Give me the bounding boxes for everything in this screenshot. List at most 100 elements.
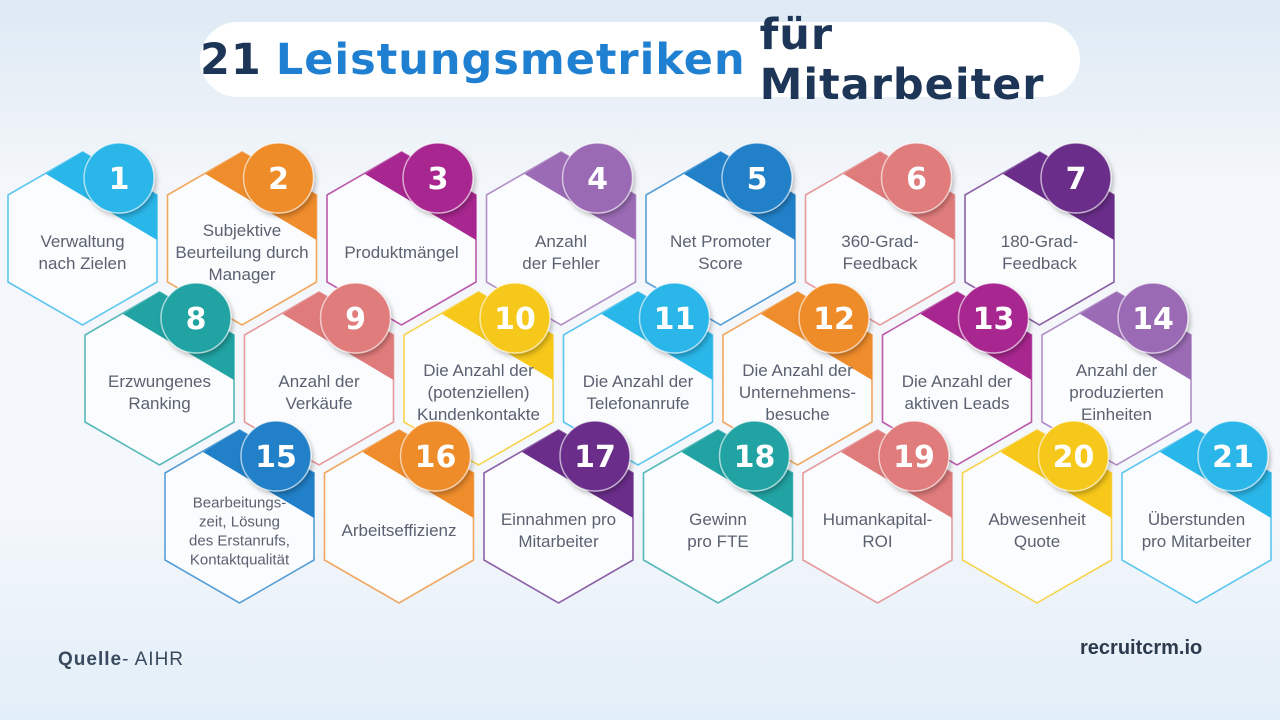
metric-number: 6: [906, 162, 927, 197]
metric-label-line: Gewinn: [689, 510, 747, 529]
metric-label-line: Subjektive: [203, 221, 281, 240]
metric-number: 1: [109, 162, 130, 197]
metric-tile-19: 19 Humankapital- ROI: [802, 420, 953, 604]
metric-number: 19: [893, 440, 935, 475]
number-badge: [402, 142, 474, 214]
source-label: Quelle: [58, 649, 123, 670]
number-badge: [319, 282, 392, 354]
metric-number: 8: [186, 302, 207, 337]
number-badge: [160, 282, 232, 354]
metric-tile-8: 8 Erzwungenes Ranking: [84, 282, 235, 466]
metric-tile-18: 18 Gewinn pro FTE: [642, 420, 794, 604]
metric-label-line: Mitarbeiter: [518, 532, 599, 551]
number-badge: [880, 142, 953, 214]
metric-tile-17: 17 Einnahmen pro Mitarbeiter: [483, 420, 634, 604]
title-number: 21: [200, 34, 262, 85]
metric-label-line: Manager: [208, 265, 275, 284]
number-badge: [242, 142, 315, 214]
metric-number: 10: [494, 302, 536, 337]
metric-tile-2: 2 Subjektive Beurteilung durch Manager: [166, 142, 318, 326]
source-credit: Quelle- AIHR: [58, 649, 184, 671]
number-badge: [1040, 142, 1112, 214]
metric-label-line: Unternehmens-: [739, 383, 856, 402]
metric-number: 3: [428, 162, 449, 197]
metric-label-line: (potenziellen): [427, 383, 529, 402]
metric-label-line: aktiven Leads: [905, 394, 1010, 413]
metric-label-line: der Fehler: [522, 254, 600, 273]
metric-label-line: Verwaltung: [40, 232, 124, 251]
metric-label-line: Die Anzahl der: [742, 361, 853, 380]
metric-label-line: Einnahmen pro: [501, 510, 616, 529]
metric-number: 21: [1212, 440, 1254, 475]
metric-label-line: Produktmängel: [344, 243, 458, 262]
metric-tile-5: 5 Net Promoter Score: [645, 142, 796, 326]
metric-number: 5: [747, 162, 768, 197]
metric-label-line: pro FTE: [687, 532, 748, 551]
metric-label-line: Einheiten: [1081, 405, 1152, 424]
metric-tile-20: 20 Abwesenheit Quote: [961, 420, 1113, 604]
metric-tile-7: 7 180-Grad- Feedback: [964, 142, 1115, 326]
number-badge: [561, 142, 634, 214]
metric-label-line: Quote: [1014, 532, 1060, 551]
metric-number: 7: [1066, 162, 1087, 197]
number-badge: [957, 282, 1030, 354]
number-badge: [559, 420, 631, 492]
metric-label-line: nach Zielen: [39, 254, 127, 273]
number-badge: [798, 282, 870, 354]
page-title: 21 Leistungsmetriken für Mitarbeiter: [200, 10, 1080, 110]
metric-tile-1: 1 Verwaltung nach Zielen: [7, 142, 158, 326]
metric-number: 11: [654, 302, 696, 337]
metric-tile-15: 15 Bearbeitungs-zeit, Lösung des Erstanruf…: [164, 420, 315, 604]
metric-label-line: Anzahl der: [278, 372, 360, 391]
number-badge: [240, 420, 312, 492]
metric-label-line: Verkäufe: [285, 394, 352, 413]
metric-number: 16: [415, 440, 457, 475]
metric-label-line: produzierten: [1069, 383, 1164, 402]
brand-logo: recruitcrm.io: [1080, 637, 1203, 659]
metric-label-line: Arbeitseffizienz: [342, 521, 457, 540]
metric-label-line: Net Promoter: [670, 232, 771, 251]
metric-tile-14: 14 Anzahl der produzierten Einheiten: [1041, 282, 1192, 466]
metric-label-line: Die Anzahl der: [902, 372, 1013, 391]
number-badge: [718, 420, 791, 492]
metric-number: 4: [587, 162, 608, 197]
metric-label-line: zeit, Lösung: [199, 514, 280, 531]
source-value: - AIHR: [122, 649, 185, 670]
metric-label-line: des Erstanrufs,: [189, 533, 290, 550]
number-badge: [721, 142, 793, 214]
metric-label-line: Die Anzahl der: [583, 372, 694, 391]
metric-tile-3: 3 Produktmängel: [326, 142, 477, 326]
number-badge: [1037, 420, 1110, 492]
number-badge: [1197, 420, 1269, 492]
metric-label-line: Bearbeitungs-: [193, 495, 286, 512]
metric-label-line: Feedback: [1002, 254, 1077, 273]
metric-label-line: Anzahl der: [1076, 361, 1158, 380]
metric-number: 9: [345, 302, 366, 337]
metric-label-line: Abwesenheit: [988, 510, 1086, 529]
number-badge: [1117, 282, 1189, 354]
metric-label-line: Kontaktqualität: [190, 552, 290, 569]
metric-number: 17: [574, 440, 616, 475]
metric-label-line: 180-Grad-: [1001, 232, 1078, 251]
metric-tile-4: 4 Anzahl der Fehler: [485, 142, 637, 326]
number-badge: [83, 142, 155, 214]
metric-label-line: Die Anzahl der: [423, 361, 534, 380]
metric-label-line: Ranking: [128, 394, 190, 413]
metric-label-line: Score: [698, 254, 742, 273]
metric-number: 15: [255, 440, 297, 475]
title-highlight: Leistungsmetriken: [275, 34, 746, 85]
metric-number: 14: [1132, 302, 1174, 337]
metric-number: 2: [268, 162, 289, 197]
metric-label-line: besuche: [765, 405, 829, 424]
metric-label-line: pro Mitarbeiter: [1142, 532, 1252, 551]
metric-label-line: Telefonanrufe: [586, 394, 689, 413]
metric-label-line: 360-Grad-: [841, 232, 918, 251]
metric-label-line: Erzwungenes: [108, 372, 211, 391]
metric-label-line: ROI: [862, 532, 892, 551]
metric-tile-6: 6 360-Grad- Feedback: [804, 142, 956, 326]
number-badge: [399, 420, 472, 492]
metric-tile-16: 16 Arbeitseffizienz: [323, 420, 475, 604]
metric-label-line: Feedback: [843, 254, 918, 273]
metric-label-line: Humankapital-: [823, 510, 933, 529]
